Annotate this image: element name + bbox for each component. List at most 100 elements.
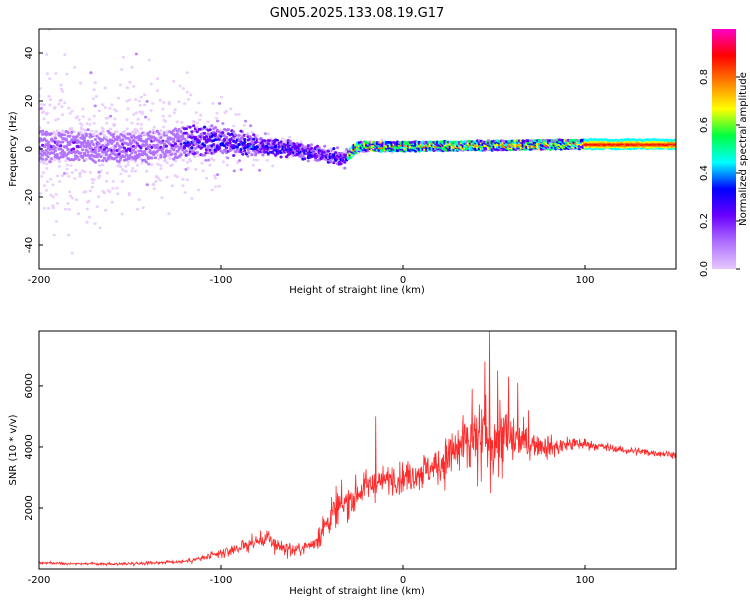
spectrogram-cell [188,158,192,161]
colorbar [712,29,736,269]
spectrogram-cell [234,113,238,116]
spectrogram-cell [237,159,242,163]
spectrogram-cell [93,138,97,141]
spectrogram-cell [41,157,45,161]
spectrogram-cell [135,129,139,133]
spectrogram-cells [39,29,676,255]
spectrogram-cell [167,212,171,216]
spectrogram-cell [155,129,159,133]
spectrogram-cell [194,111,198,114]
spectrogram-cell [110,200,114,204]
spectrogram-cell [42,160,47,163]
spectrogram-cell [175,175,179,179]
spectrogram-cell [155,174,159,178]
spectrogram-cell [44,148,48,152]
spectrogram-cell [133,131,138,135]
spectrogram-cell [161,150,165,154]
spectrogram-cell [192,139,196,143]
spectrogram-cell [111,180,115,183]
spectrogram-cell [226,156,230,160]
spectrogram-cell [213,132,218,136]
spectrogram-cell [86,150,90,154]
spectrogram-cell [288,135,292,139]
spectrogram-cell [108,107,112,110]
spectrogram-cell [87,199,91,203]
colorbar-label: Normalized spectral amplitude [738,72,749,226]
spectrogram-cell [122,134,127,138]
spectrogram-cell [243,138,247,141]
spectrogram-cell [66,131,70,135]
spectrogram-cell [66,202,70,205]
spectrogram-cell [63,101,67,105]
spectrogram-cell [119,172,123,176]
spectrogram-cell [190,130,194,134]
spectrogram-cell [168,156,172,160]
spectrogram-cell [45,111,49,115]
spectrogram-cell [180,121,184,124]
spectrogram-cell [239,168,243,172]
spectrogram-cell [217,137,221,141]
spectrogram-cell [133,151,138,154]
spectrogram-cell [42,103,47,107]
spectrogram-cell [54,193,58,196]
spectrogram-cell [181,184,185,188]
spectrogram-cell [173,142,178,146]
spectrogram-cell [126,160,130,164]
spectrogram-cell [380,138,384,142]
spectrogram-cell [125,99,129,103]
spectrogram-cell [164,131,168,135]
spectrogram-cell [52,151,56,155]
spectrogram-cell [53,149,58,153]
spectrogram-cell [172,140,176,144]
spectrogram-cell [55,174,60,178]
spectrogram-cell [197,101,201,105]
spectrogram-cell [39,87,42,90]
spectrogram-cell [234,133,238,137]
spectrogram-cell [165,175,169,179]
spectrogram-cell [77,118,81,122]
spectrogram-cell [149,109,153,112]
spectrogram-cell [236,161,240,165]
spectrogram-cell [159,136,163,140]
spectrogram-cell [203,144,207,147]
spectrogram-cell [147,162,151,166]
spectrogram-cell [101,138,105,142]
spectrogram-cell [186,141,190,145]
spectrogram-cell [64,207,68,211]
spectrogram-cell [73,130,77,134]
spectrogram-cell [42,145,47,149]
spectrogram-cell [232,169,236,173]
spectrogram-cell [131,167,135,170]
spectrogram-cell [235,148,239,151]
spectrogram-cell [60,113,65,117]
spectrogram-x-tick-label: 0 [400,275,406,286]
spectrogram-cell [208,148,212,152]
spectrogram-cell [87,118,91,121]
spectrogram-cell [127,193,131,197]
spectrogram-cell [102,156,107,160]
spectrogram-cell [57,102,61,106]
spectrogram-cell [68,112,72,115]
spectrogram-cell [39,107,44,110]
spectrogram-cell [116,96,120,100]
spectrogram-cell [323,144,327,148]
spectrogram-cell [155,149,159,153]
spectrogram-x-tick-label: 100 [575,275,594,286]
spectrogram-cell [163,120,168,123]
spectrogram-cell [232,130,236,134]
spectrogram-cell [179,139,183,143]
spectrogram-cell [162,101,166,104]
spectrogram-cell [175,149,179,153]
spectrogram-cell [299,140,303,144]
spectrogram-cell [81,134,85,138]
spectrogram-cell [54,118,58,122]
spectrogram-cell [78,171,82,175]
spectrogram-cell [199,137,203,141]
spectrogram-cell [53,132,58,136]
spectrogram-cell [303,157,307,161]
spectrogram-cell [168,150,172,154]
spectrogram-cell [244,119,248,123]
spectrogram-cell [158,178,162,182]
spectrogram-cell [60,105,64,109]
spectrogram-cell [159,164,163,167]
